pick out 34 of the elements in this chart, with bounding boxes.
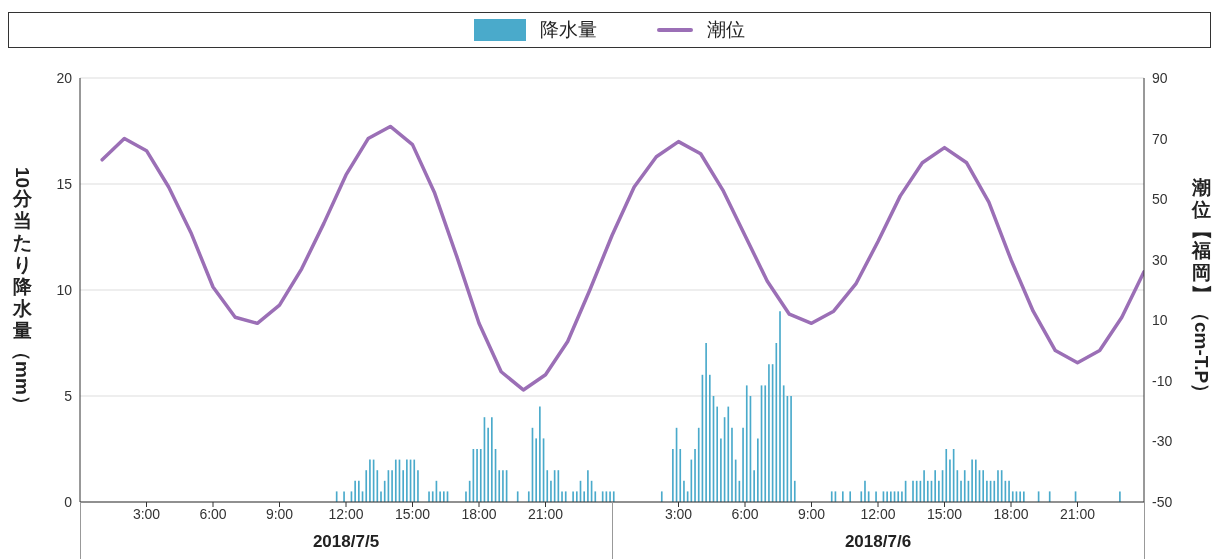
legend-label: 降水量 <box>540 18 597 42</box>
y2-axis-title: 潮位【福岡】（cm-T.P） <box>1190 177 1212 403</box>
x-tick-label: 18:00 <box>461 505 497 522</box>
x-tick-label: 21:00 <box>1059 505 1096 522</box>
x-tick-label: 3:00 <box>132 505 161 522</box>
y-tick-label: 15 <box>56 175 73 192</box>
y2-tick-label: 70 <box>1152 130 1168 147</box>
y2-tick-label: 10 <box>1152 312 1168 329</box>
legend-label: 潮位 <box>707 18 745 42</box>
y-tick-label: 0 <box>64 493 73 510</box>
x-tick-label: 9:00 <box>797 505 826 522</box>
y-tick-label: 10 <box>56 281 73 298</box>
x-tick-label: 6:00 <box>199 505 227 522</box>
x-tick-label: 9:00 <box>265 505 294 522</box>
text: 10分当たり降水量（mm） <box>12 166 33 414</box>
x-tick-label: 12:00 <box>860 505 896 522</box>
y2-tick-label: -10 <box>1152 372 1173 389</box>
x-tick-label: 3:00 <box>664 505 693 522</box>
text: 2018/7/6 <box>843 532 913 552</box>
line-series <box>100 124 1144 392</box>
x-tick-label: 18:00 <box>993 505 1029 522</box>
y-tick-label: 20 <box>56 69 73 86</box>
y2-tick-label: -30 <box>1152 433 1173 450</box>
y2-tick-label: 90 <box>1152 69 1168 86</box>
y2-tick-label: -50 <box>1152 493 1173 510</box>
x-tick-label: 6:00 <box>731 505 759 522</box>
x-tick-label: 15:00 <box>926 505 963 522</box>
y2-tick-label: 50 <box>1152 191 1168 208</box>
x-tick-label: 15:00 <box>394 505 431 522</box>
x-tick-label: 21:00 <box>527 505 564 522</box>
y2-tick-label: 30 <box>1152 251 1168 268</box>
x-tick-label: 12:00 <box>328 505 364 522</box>
y-tick-label: 5 <box>64 387 73 404</box>
text: 2018/7/5 <box>311 532 381 552</box>
